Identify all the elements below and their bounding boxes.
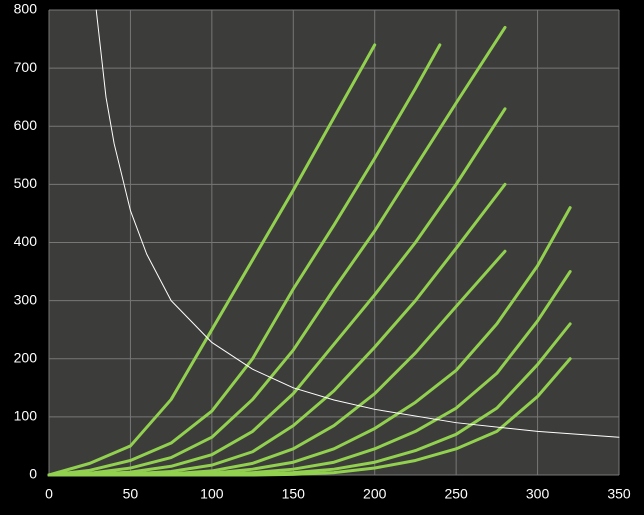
y-tick-label: 600 bbox=[14, 117, 38, 133]
y-tick-label: 800 bbox=[14, 1, 38, 17]
x-tick-label: 0 bbox=[45, 486, 53, 502]
x-tick-label: 200 bbox=[363, 486, 387, 502]
y-tick-label: 300 bbox=[14, 291, 38, 307]
x-tick-label: 350 bbox=[607, 486, 631, 502]
y-tick-label: 200 bbox=[14, 349, 38, 365]
curve bbox=[47, 25, 507, 477]
curve bbox=[47, 107, 507, 477]
curve bbox=[95, 9, 620, 438]
x-tick-label: 250 bbox=[444, 486, 468, 502]
y-tick-label: 400 bbox=[14, 233, 38, 249]
curve bbox=[47, 43, 377, 477]
x-tick-label: 50 bbox=[123, 486, 139, 502]
x-tick-label: 100 bbox=[200, 486, 224, 502]
y-tick-label: 0 bbox=[29, 466, 37, 482]
y-tick-label: 100 bbox=[14, 408, 38, 424]
y-tick-label: 500 bbox=[14, 175, 38, 191]
x-tick-label: 300 bbox=[526, 486, 550, 502]
x-tick-label: 150 bbox=[282, 486, 306, 502]
curve bbox=[47, 43, 442, 477]
y-tick-label: 700 bbox=[14, 59, 38, 75]
curve bbox=[47, 357, 572, 477]
